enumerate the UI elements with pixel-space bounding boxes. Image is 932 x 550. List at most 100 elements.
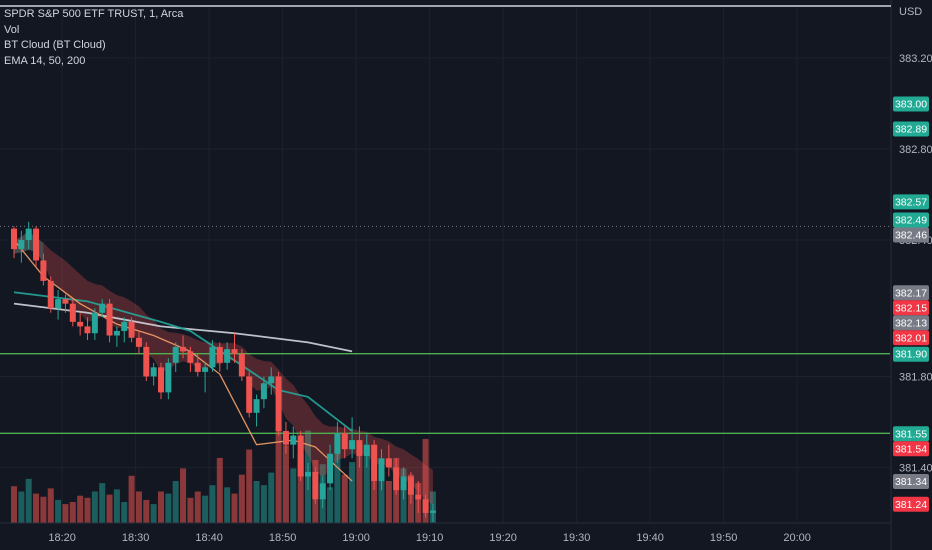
- legend-bt-cloud[interactable]: BT Cloud (BT Cloud): [4, 39, 106, 51]
- candle-body: [429, 510, 436, 513]
- candle-body: [216, 346, 223, 363]
- volume-bar: [231, 493, 238, 523]
- candle-body: [150, 367, 157, 377]
- candle-body: [33, 228, 40, 261]
- price-tag-label: 382.01: [895, 332, 927, 344]
- time-tick-label: 19:30: [563, 532, 591, 544]
- currency-label: USD: [899, 6, 922, 18]
- candle-body: [135, 337, 142, 347]
- volume-bar: [246, 449, 253, 523]
- candle-body: [393, 467, 400, 491]
- candle-body: [422, 499, 429, 513]
- volume-bar: [282, 445, 289, 523]
- candle-body: [143, 346, 150, 377]
- candle-body: [187, 351, 194, 363]
- volume-bar: [187, 497, 194, 523]
- symbol-title[interactable]: SPDR S&P 500 ETF TRUST, 1, Arca: [4, 8, 184, 20]
- candle-body: [297, 435, 304, 477]
- chart-legend: SPDR S&P 500 ETF TRUST, 1, Arca Vol BT C…: [4, 7, 183, 69]
- time-tick-label: 19:20: [489, 532, 517, 544]
- volume-bar: [128, 475, 135, 523]
- volume-bar: [25, 478, 32, 523]
- volume-bar: [216, 457, 223, 523]
- volume-bar: [77, 495, 84, 523]
- candle-body: [47, 280, 54, 309]
- price-tags: 383.00 382.89 382.57 382.49 382.46 382.17 382.…: [893, 96, 929, 512]
- price-tag: [893, 426, 929, 442]
- volume-bar: [55, 499, 62, 523]
- price-tag-label: 381.24: [895, 499, 927, 511]
- candle-body: [11, 228, 17, 250]
- price-tag-label: 383.00: [895, 99, 927, 111]
- volume-bar: [172, 481, 179, 523]
- volume-bar: [356, 443, 363, 523]
- candlesticks: [11, 221, 436, 522]
- price-tick-label: 382.80: [899, 144, 932, 156]
- price-tag-label: 382.13: [895, 317, 927, 329]
- candle-body: [319, 483, 326, 500]
- time-axis[interactable]: 18:20 18:30 18:40 18:50 19:00 19:10 19:20 19:30…: [48, 532, 811, 544]
- price-tag-label: 382.49: [895, 215, 927, 227]
- volume-bar: [290, 468, 297, 523]
- price-tag-label: 382.57: [895, 196, 927, 208]
- price-tick-label: 381.40: [899, 462, 932, 474]
- candle-body: [415, 494, 422, 500]
- volume-bar: [18, 491, 25, 523]
- time-tick-label: 18:20: [48, 532, 76, 544]
- price-tag: [893, 330, 929, 346]
- time-tick-label: 19:40: [636, 532, 664, 544]
- volume-bar: [47, 488, 54, 523]
- candle-body: [121, 321, 128, 331]
- volume-bar: [180, 468, 187, 523]
- time-tick-label: 19:00: [342, 532, 370, 544]
- volume-bar: [224, 487, 231, 523]
- price-tag-label: 381.54: [895, 443, 927, 455]
- legend-ema[interactable]: EMA 14, 50, 200: [4, 54, 86, 67]
- volume-bar: [158, 491, 164, 523]
- volume-bar: [371, 457, 378, 523]
- legend-vol[interactable]: Vol: [4, 23, 20, 36]
- time-tick-label: 18:40: [195, 532, 223, 544]
- volume-bar: [275, 426, 282, 523]
- candle-body: [91, 312, 98, 334]
- price-tag: [893, 496, 929, 512]
- volume-bar: [135, 491, 142, 523]
- price-tick-label: 381.80: [899, 371, 932, 383]
- candle-body: [55, 299, 62, 309]
- candle-body: [113, 330, 120, 336]
- volume-bar: [113, 489, 120, 523]
- candle-body: [165, 362, 172, 393]
- volume-bar: [69, 502, 76, 523]
- candle-body: [25, 228, 32, 240]
- volume-bar: [84, 497, 91, 523]
- volume-bar: [202, 495, 209, 523]
- candle-body: [356, 440, 363, 457]
- candle-body: [305, 471, 311, 477]
- candle-body: [334, 433, 341, 454]
- candle-body: [275, 376, 282, 432]
- volume-bar: [334, 436, 341, 523]
- price-tag: [893, 315, 929, 331]
- candle-body: [246, 376, 253, 413]
- time-tick-label: 20:00: [783, 532, 811, 544]
- price-tag-label: 381.90: [895, 349, 927, 361]
- candle-body: [194, 362, 201, 372]
- volume-bar: [40, 496, 47, 523]
- volume-bar: [349, 462, 356, 523]
- volume-bar: [143, 499, 150, 523]
- volume-bar: [253, 481, 260, 523]
- candle-body: [69, 303, 76, 322]
- candle-body: [371, 444, 378, 482]
- candle-body: [99, 303, 106, 313]
- volume-bar: [33, 493, 40, 523]
- price-tag: [893, 227, 929, 243]
- volume-bar: [62, 504, 69, 523]
- candle-body: [172, 346, 179, 363]
- candle-body: [400, 476, 407, 491]
- candle-body: [238, 353, 245, 377]
- price-tick-label: 383.20: [899, 53, 932, 65]
- volume-bar: [238, 474, 245, 523]
- volume-bar: [165, 493, 172, 523]
